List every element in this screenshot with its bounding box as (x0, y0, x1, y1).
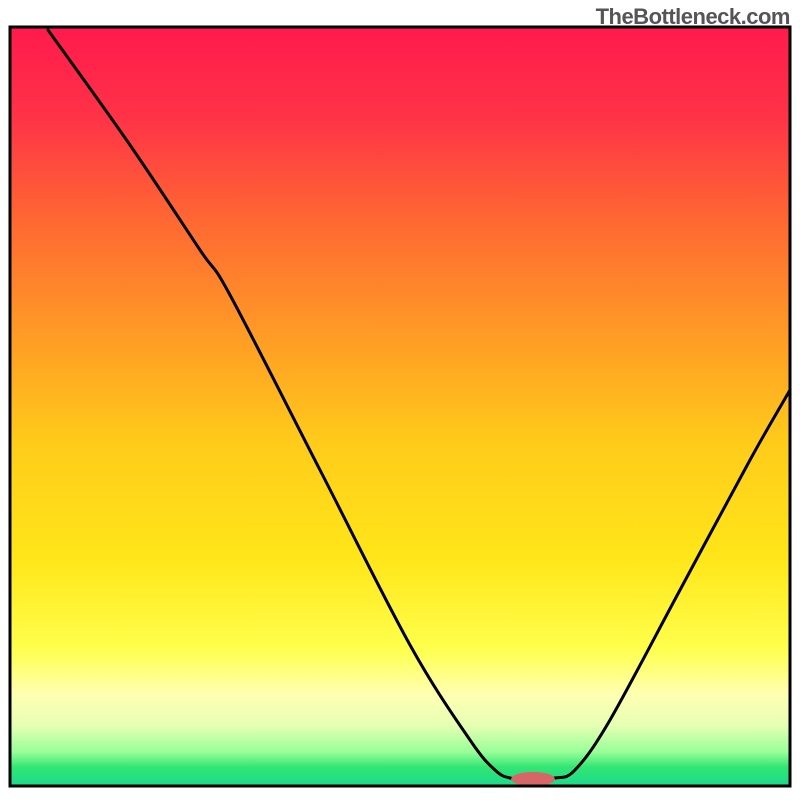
optimal-marker (511, 772, 555, 786)
bottleneck-chart: TheBottleneck.com (0, 0, 800, 800)
chart-svg (0, 0, 800, 800)
watermark-text: TheBottleneck.com (596, 4, 790, 30)
